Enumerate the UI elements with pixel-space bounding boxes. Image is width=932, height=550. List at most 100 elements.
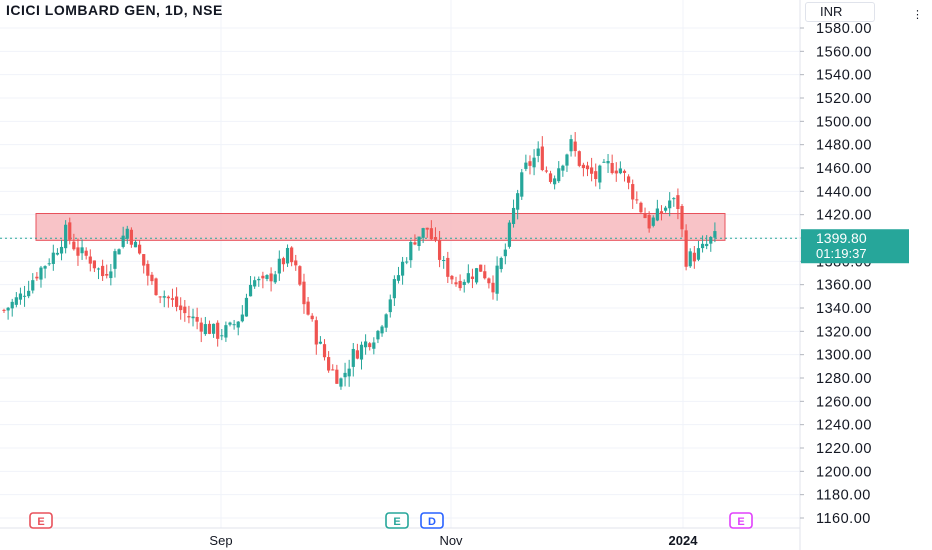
- marker-box: [29, 512, 53, 529]
- candle-body: [659, 211, 664, 214]
- candle-body: [162, 296, 166, 298]
- y-tick-label: 1180.00: [816, 488, 871, 504]
- y-tick-label: 1340.00: [816, 301, 872, 317]
- candle-body: [651, 217, 655, 226]
- candle-body: [351, 348, 355, 367]
- candle-body: [327, 357, 331, 371]
- candle-body: [281, 258, 286, 265]
- candle-body: [244, 297, 249, 317]
- candle-body: [47, 263, 51, 265]
- candle-body: [553, 178, 557, 185]
- y-tick-label: 1160.00: [816, 511, 871, 527]
- candle-body: [433, 237, 438, 240]
- y-tick-label: 1440.00: [816, 184, 872, 200]
- candle-body: [462, 281, 466, 285]
- candle-body: [64, 224, 68, 249]
- earnings-marker[interactable]: E: [385, 512, 409, 529]
- candle-body: [138, 244, 142, 254]
- candle-body: [647, 214, 651, 229]
- candle-body: [392, 279, 396, 299]
- currency-menu-icon[interactable]: ⋮: [912, 9, 923, 21]
- candle-body: [314, 320, 318, 345]
- candle-body: [285, 247, 290, 264]
- candle-body: [306, 301, 310, 315]
- candle-body: [43, 266, 47, 269]
- candle-body: [631, 184, 635, 200]
- marker-box: [420, 512, 444, 529]
- candle-body: [125, 228, 129, 239]
- candle-body: [335, 369, 339, 384]
- y-tick-label: 1240.00: [816, 418, 872, 434]
- earnings-marker[interactable]: E: [729, 512, 753, 529]
- candle-body: [626, 176, 631, 183]
- candle-body: [680, 205, 684, 230]
- last-price-badge: [801, 229, 909, 264]
- candle-body: [602, 161, 606, 163]
- candle-body: [577, 151, 581, 166]
- candle-body: [31, 280, 35, 291]
- candle-body: [413, 242, 417, 245]
- candle-body: [224, 325, 228, 338]
- y-tick-label: 1280.00: [816, 371, 872, 387]
- candle-body: [446, 257, 450, 277]
- candle-body: [643, 213, 647, 219]
- candle-body: [573, 141, 577, 152]
- candle-body: [450, 275, 454, 280]
- candle-body: [520, 172, 524, 197]
- candle-body: [405, 261, 409, 263]
- candle-body: [55, 252, 60, 255]
- countdown-label: 01:19:37: [816, 246, 867, 261]
- candle-body: [2, 309, 6, 311]
- candle-body: [470, 276, 475, 279]
- dividend-marker[interactable]: D: [420, 512, 444, 529]
- candle-body: [113, 251, 117, 269]
- candle-body: [507, 222, 512, 247]
- candle-body: [240, 314, 244, 322]
- candle-body: [232, 324, 236, 326]
- price-axis: 1580.00 1560.00 1540.00 1520.00 1500.00 1480.…: [799, 0, 932, 550]
- candle-body: [400, 261, 405, 276]
- candle-body: [388, 299, 392, 313]
- candle-body: [88, 256, 92, 264]
- candle-body: [170, 298, 175, 300]
- candle-body: [105, 273, 109, 276]
- candle-body: [92, 260, 97, 269]
- marker-label: E: [393, 516, 400, 528]
- time-axis: Sep Nov 2024: [0, 527, 800, 548]
- candles: [2, 132, 717, 390]
- candle-body: [458, 280, 462, 289]
- candle-body: [668, 200, 672, 209]
- candle-body: [84, 250, 88, 256]
- candle-body: [109, 271, 113, 279]
- y-tick-label: 1320.00: [816, 324, 872, 340]
- candle-body: [236, 321, 240, 328]
- candle-body: [384, 314, 388, 328]
- candle-body: [22, 295, 27, 297]
- candle-body: [376, 330, 380, 340]
- candle-body: [359, 344, 364, 360]
- earnings-marker[interactable]: E: [29, 512, 53, 529]
- y-tick-label: 1420.00: [816, 208, 872, 224]
- candle-body: [696, 248, 701, 260]
- y-tick-label: 1460.00: [816, 161, 872, 177]
- resistance-zone: [0, 213, 800, 241]
- x-tick-label: 2024: [669, 533, 699, 548]
- candle-body: [557, 168, 561, 182]
- candle-body: [6, 307, 10, 311]
- candle-body: [117, 249, 121, 255]
- candle-body: [35, 276, 39, 279]
- currency-button[interactable]: INR: [805, 2, 875, 22]
- chart-title: ICICI LOMBARD GEN, 1D, NSE: [6, 2, 223, 18]
- candle-body: [76, 247, 80, 256]
- candle-body: [672, 198, 676, 200]
- candle-body: [466, 273, 470, 283]
- candle-body: [39, 267, 43, 280]
- candle-body: [479, 264, 483, 272]
- candle-body: [80, 247, 84, 254]
- candle-body: [343, 372, 347, 378]
- candle-body: [610, 163, 614, 174]
- candle-body: [528, 161, 532, 166]
- y-tick-label: 1500.00: [816, 114, 872, 130]
